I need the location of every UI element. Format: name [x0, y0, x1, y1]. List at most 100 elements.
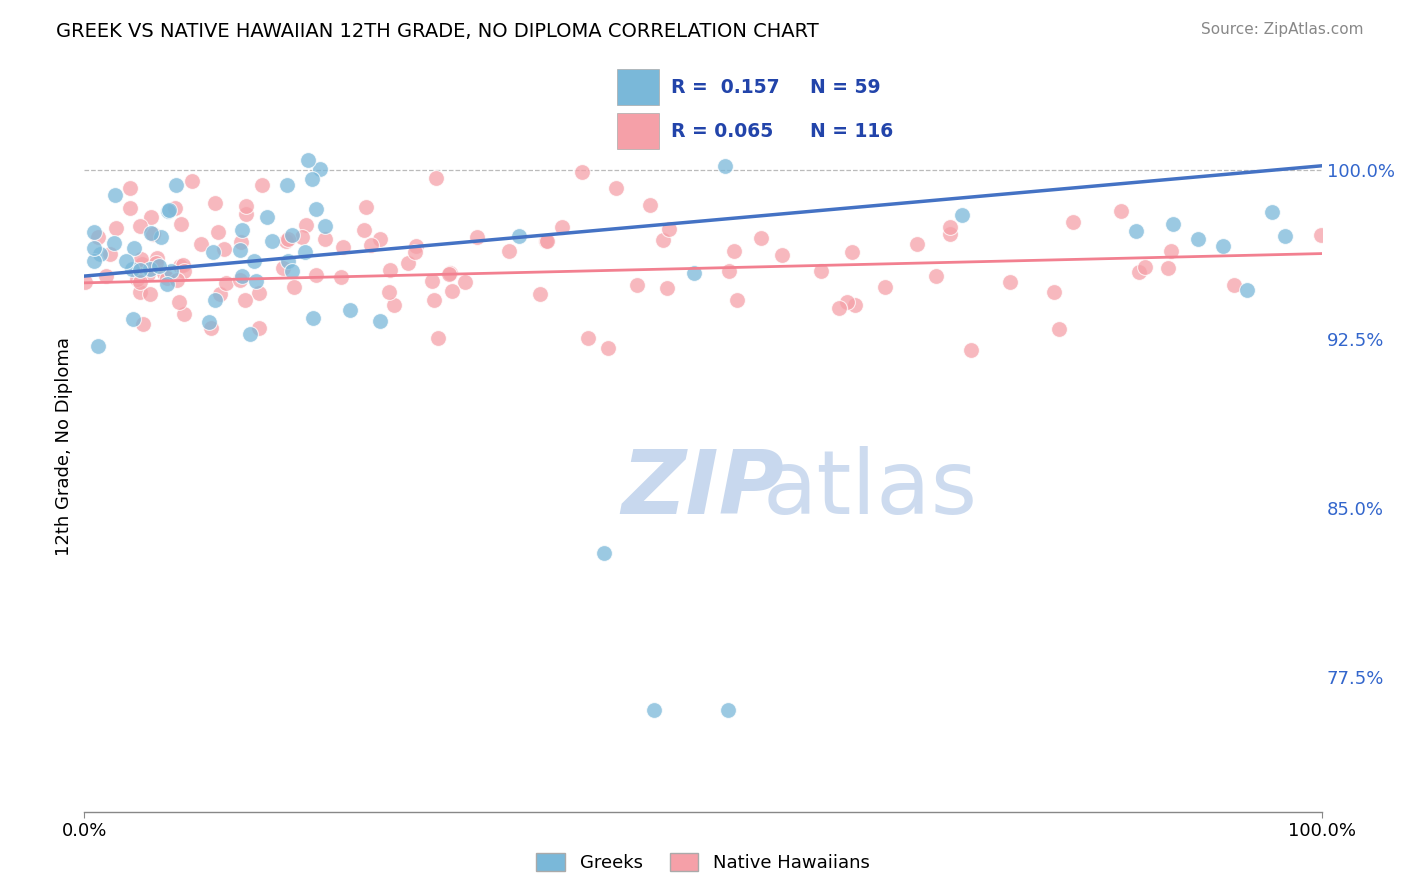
Point	[136, 267, 159, 281]
Point	[104, 188, 127, 202]
Point	[173, 307, 195, 321]
Point	[276, 178, 298, 192]
Point	[1212, 239, 1234, 253]
Point	[120, 202, 142, 216]
Point	[314, 232, 336, 246]
Point	[139, 210, 162, 224]
Point	[204, 195, 226, 210]
Point	[157, 202, 180, 217]
Point	[114, 253, 136, 268]
Legend: Greeks, Native Hawaiians: Greeks, Native Hawaiians	[529, 847, 877, 880]
Text: R =  0.157: R = 0.157	[671, 78, 780, 97]
Point	[169, 259, 191, 273]
Point	[1157, 261, 1180, 276]
Point	[305, 268, 328, 282]
Point	[593, 546, 616, 560]
Point	[605, 181, 627, 195]
Point	[127, 271, 149, 285]
Point	[529, 287, 551, 301]
Point	[652, 234, 675, 248]
Point	[717, 703, 740, 717]
Point	[156, 270, 179, 285]
Point	[378, 285, 401, 300]
Point	[1223, 278, 1246, 293]
Point	[207, 225, 229, 239]
Point	[1000, 275, 1022, 289]
Point	[828, 301, 851, 315]
Point	[256, 211, 278, 225]
Point	[725, 293, 748, 308]
Point	[301, 172, 323, 186]
Point	[215, 277, 238, 291]
Point	[122, 241, 145, 255]
Point	[274, 234, 297, 248]
Point	[551, 219, 574, 234]
Text: R = 0.065: R = 0.065	[671, 122, 773, 141]
Point	[723, 244, 745, 258]
Point	[658, 222, 681, 236]
Point	[200, 320, 222, 334]
Point	[132, 317, 155, 331]
Bar	[617, 113, 659, 149]
Point	[810, 264, 832, 278]
Point	[536, 234, 558, 248]
Point	[245, 274, 267, 288]
Point	[380, 263, 402, 277]
Point	[308, 161, 330, 176]
Point	[235, 198, 257, 212]
Point	[1187, 232, 1209, 246]
Point	[212, 243, 235, 257]
Text: ZIP: ZIP	[621, 446, 785, 533]
Point	[467, 230, 489, 244]
Point	[94, 268, 117, 283]
Text: N = 116: N = 116	[810, 122, 893, 141]
Point	[360, 238, 382, 252]
Point	[142, 227, 165, 241]
Point	[247, 285, 270, 300]
Point	[1274, 229, 1296, 244]
Text: GREEK VS NATIVE HAWAIIAN 12TH GRADE, NO DIPLOMA CORRELATION CHART: GREEK VS NATIVE HAWAIIAN 12TH GRADE, NO …	[56, 22, 818, 41]
Point	[420, 274, 443, 288]
Point	[297, 153, 319, 168]
Point	[104, 221, 127, 235]
Point	[165, 178, 187, 192]
Point	[165, 201, 187, 215]
Point	[281, 228, 304, 243]
Point	[233, 293, 256, 307]
Point	[103, 235, 125, 250]
Point	[950, 209, 973, 223]
Point	[835, 295, 858, 310]
Point	[302, 311, 325, 326]
Point	[89, 247, 111, 261]
Point	[146, 251, 169, 265]
Point	[260, 235, 283, 249]
Point	[844, 298, 866, 312]
Point	[198, 315, 221, 329]
Point	[247, 321, 270, 335]
Point	[576, 331, 599, 345]
Point	[396, 255, 419, 269]
Point	[273, 260, 295, 275]
Point	[1062, 215, 1084, 229]
Point	[683, 266, 706, 280]
Point	[453, 275, 475, 289]
Point	[314, 219, 336, 233]
Point	[152, 266, 174, 280]
Point	[208, 287, 231, 301]
Bar	[617, 69, 659, 104]
Point	[638, 198, 661, 212]
Point	[905, 236, 928, 251]
Point	[1160, 244, 1182, 259]
Point	[277, 254, 299, 268]
Point	[229, 273, 252, 287]
Point	[294, 218, 316, 232]
Point	[121, 261, 143, 276]
Point	[166, 273, 188, 287]
Point	[148, 259, 170, 273]
Point	[571, 165, 593, 179]
Point	[150, 229, 173, 244]
Point	[841, 245, 863, 260]
Point	[128, 219, 150, 233]
Y-axis label: 12th Grade, No Diploma: 12th Grade, No Diploma	[55, 336, 73, 556]
Point	[1047, 322, 1070, 336]
